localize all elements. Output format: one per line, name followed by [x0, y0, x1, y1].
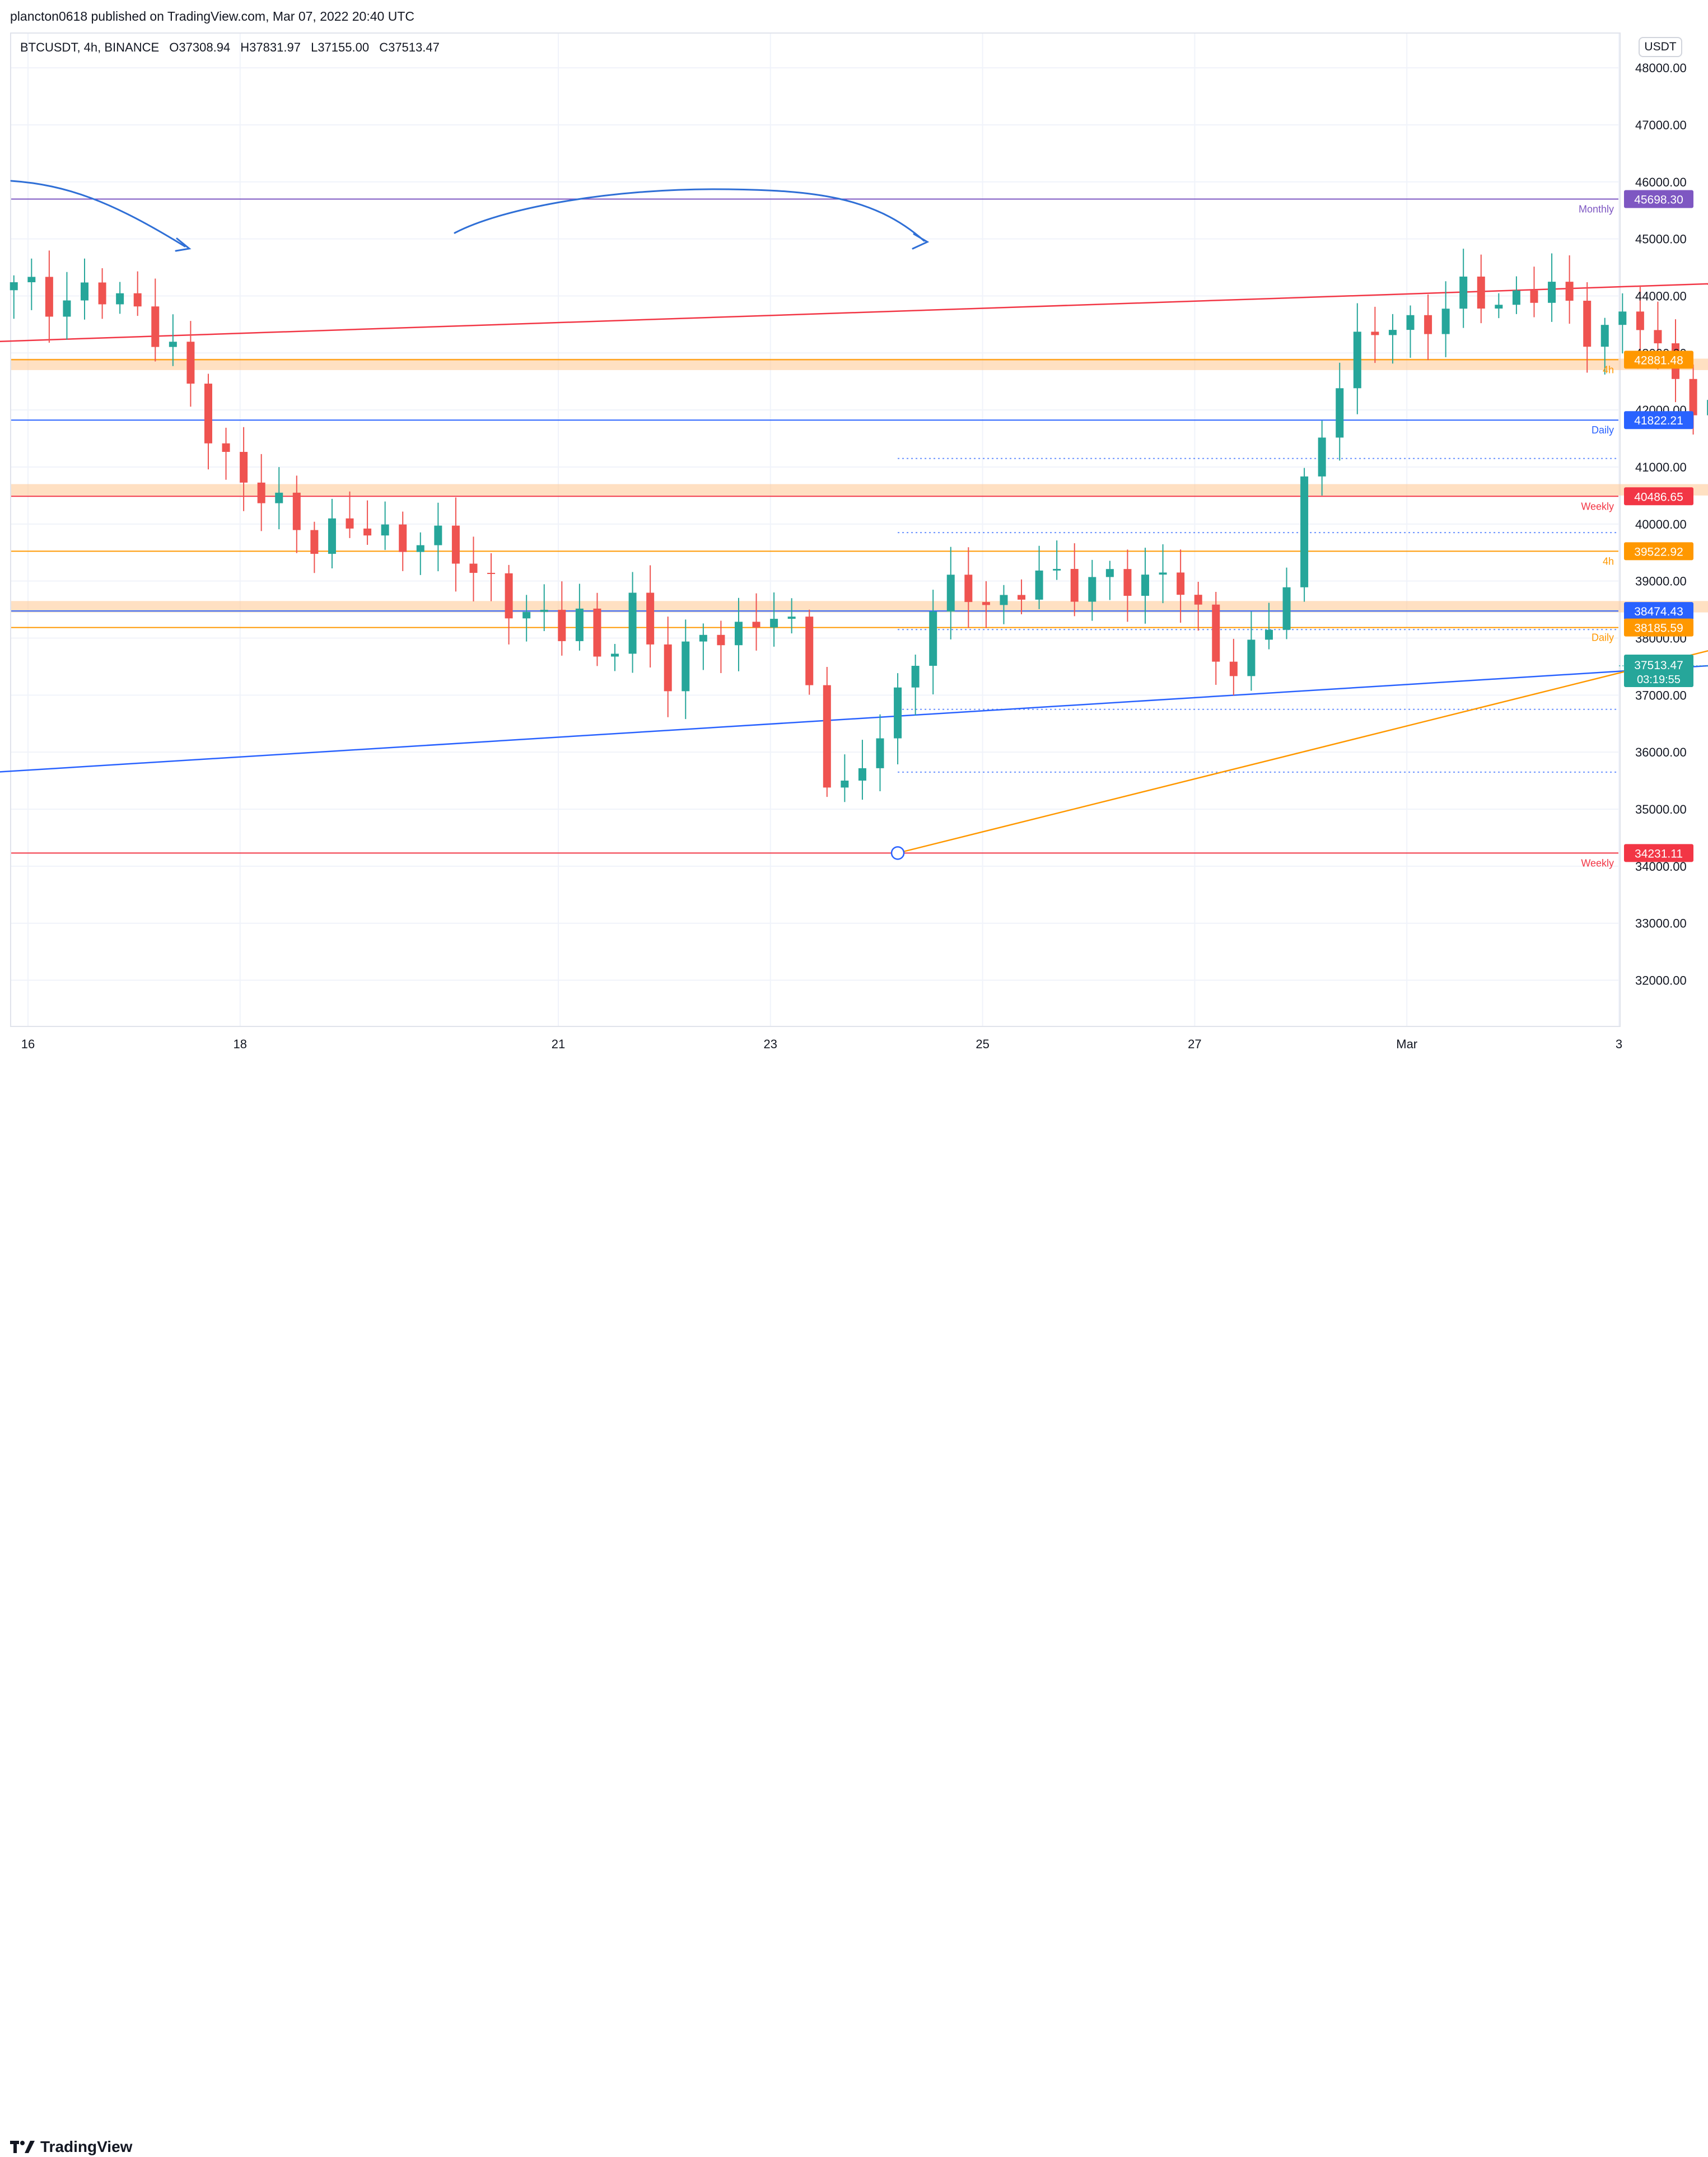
- y-tick-label: 39000.00: [1635, 575, 1687, 589]
- y-tick-label: 41000.00: [1635, 460, 1687, 474]
- y-tick-label: 43000.00: [1635, 346, 1687, 360]
- ohlc-low: L37155.00: [311, 40, 370, 54]
- price-badge: [1624, 602, 1693, 620]
- price-badge-label: 39522.92: [1634, 545, 1683, 558]
- y-tick-label: 45000.00: [1635, 232, 1687, 246]
- y-tick-label: 46000.00: [1635, 175, 1687, 189]
- y-tick-label: 42000.00: [1635, 403, 1687, 417]
- candle-body: [1636, 311, 1644, 330]
- tradingview-logo-text: TradingView: [40, 2138, 133, 2155]
- tradingview-logo-icon: [10, 2140, 35, 2154]
- x-tick-label: 16: [21, 1037, 35, 1051]
- tradingview-logo[interactable]: TradingView: [10, 2138, 132, 2156]
- y-tick-label: 40000.00: [1635, 517, 1687, 531]
- y-tick-label: 48000.00: [1635, 61, 1687, 75]
- y-tick-label: 38000.00: [1635, 631, 1687, 645]
- x-tick-label: 25: [976, 1037, 989, 1051]
- x-tick-label: 23: [764, 1037, 777, 1051]
- ohlc-close: C37513.47: [379, 40, 440, 54]
- price-badge-label: 40486.65: [1634, 491, 1683, 503]
- last-price-value: 37513.47: [1634, 659, 1683, 672]
- price-badge: [1624, 351, 1693, 369]
- price-badge-label: 42881.48: [1634, 354, 1683, 367]
- price-badge-label: 38185.59: [1634, 622, 1683, 635]
- publisher-line: plancton0618 published on TradingView.co…: [10, 9, 414, 24]
- y-tick-label: 37000.00: [1635, 688, 1687, 702]
- price-badge-label: 45698.30: [1634, 194, 1683, 207]
- y-tick-label: 35000.00: [1635, 802, 1687, 816]
- symbol-legend[interactable]: BTCUSDT, 4h, BINANCE O37308.94 H37831.97…: [20, 40, 446, 55]
- x-tick-label: 21: [552, 1037, 565, 1051]
- x-tick-label: Mar: [1396, 1037, 1417, 1051]
- price-badge: [1624, 190, 1693, 208]
- price-badge: [1624, 411, 1693, 429]
- price-badge: [1624, 618, 1693, 637]
- ohlc-high: H37831.97: [240, 40, 301, 54]
- y-tick-label: 47000.00: [1635, 118, 1687, 132]
- candle-body: [1672, 343, 1680, 379]
- y-tick-label: 32000.00: [1635, 974, 1687, 988]
- y-tick-label: 34000.00: [1635, 860, 1687, 874]
- price-badge: [1624, 844, 1693, 862]
- price-badge: [1624, 542, 1693, 561]
- bar-countdown: 03:19:55: [1637, 674, 1681, 686]
- header: plancton0618 published on TradingView.co…: [0, 0, 1708, 34]
- footer: TradingView: [0, 1067, 1708, 2155]
- x-tick-label: 3: [1616, 1037, 1622, 1051]
- price-badge-label: 38474.43: [1634, 605, 1683, 618]
- last-price-badge: [1624, 655, 1693, 688]
- y-tick-label: 44000.00: [1635, 289, 1687, 303]
- y-tick-label: 33000.00: [1635, 917, 1687, 931]
- symbol-pair[interactable]: BTCUSDT, 4h, BINANCE: [20, 40, 160, 54]
- x-tick-label: 27: [1188, 1037, 1201, 1051]
- x-tick-label: 18: [234, 1037, 247, 1051]
- price-badge: [1624, 487, 1693, 506]
- ohlc-open: O37308.94: [169, 40, 231, 54]
- candle-body: [1689, 379, 1697, 415]
- currency-unit-button[interactable]: USDT: [1639, 37, 1682, 57]
- price-badge-label: 41822.21: [1634, 414, 1683, 427]
- chart-frame[interactable]: [10, 32, 1621, 1027]
- price-badge-label: 34231.11: [1635, 847, 1683, 860]
- y-tick-label: 36000.00: [1635, 745, 1687, 759]
- candle-body: [1654, 330, 1662, 344]
